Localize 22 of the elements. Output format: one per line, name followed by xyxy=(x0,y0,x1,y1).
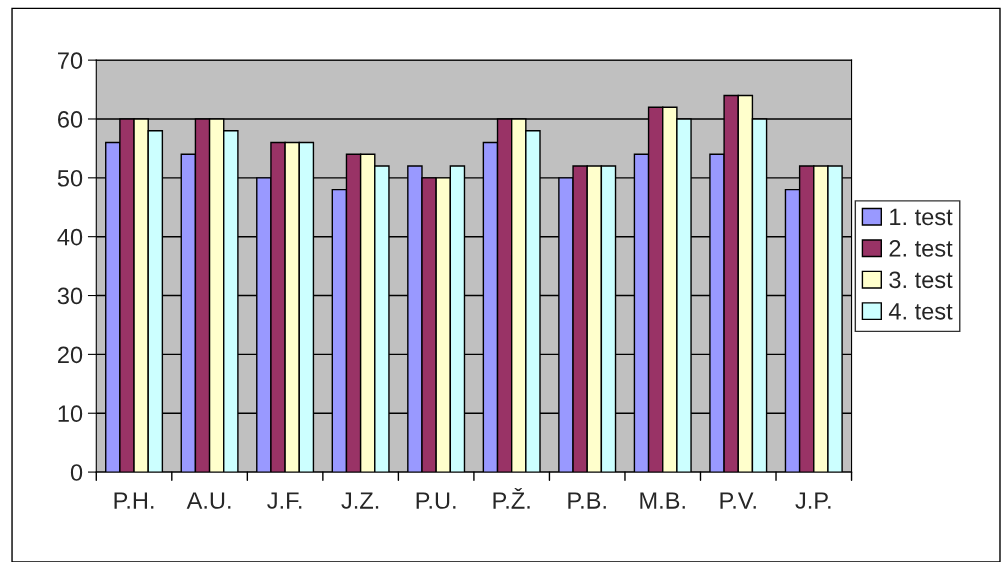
x-tick-label: P.U. xyxy=(416,492,456,509)
x-tick-label: P.V. xyxy=(720,492,756,509)
x-tick-label: M.B. xyxy=(640,492,685,509)
x-tick-label: J.P. xyxy=(795,492,831,509)
y-tick-label: 0 xyxy=(70,464,83,481)
x-tick-label: A.U. xyxy=(186,492,231,509)
y-tick-label: 10 xyxy=(58,405,83,423)
x-tick-label: P.Ž. xyxy=(493,488,530,509)
y-tick-label: 70 xyxy=(58,52,83,69)
y-tick-label: 60 xyxy=(58,111,83,128)
legend-label: 1. test xyxy=(890,208,953,226)
y-tick-label: 50 xyxy=(57,169,83,187)
x-tick-label: P.H. xyxy=(114,492,154,509)
y-tick-label: 20 xyxy=(58,346,83,364)
y-tick-label: 30 xyxy=(57,287,83,305)
legend-label: 4. test xyxy=(888,303,953,320)
x-tick-label: J.F. xyxy=(267,492,302,509)
y-tick-label: 40 xyxy=(57,228,83,246)
legend-label: 2. test xyxy=(889,240,953,257)
x-tick-label: P.B. xyxy=(568,492,606,509)
legend-label: 3. test xyxy=(889,271,953,289)
x-tick-label: J.Z. xyxy=(341,492,379,509)
